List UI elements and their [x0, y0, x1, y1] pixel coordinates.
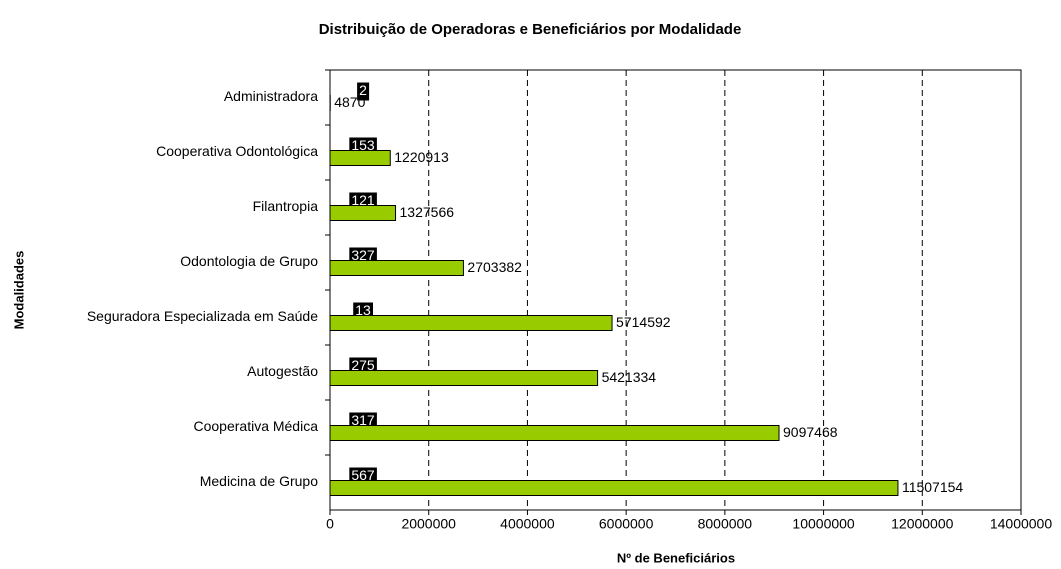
- bar: [329, 370, 599, 386]
- bar: [330, 358, 331, 373]
- y-tick-label: Cooperativa Médica: [193, 418, 318, 434]
- value-label: 567: [351, 467, 375, 483]
- bar: [329, 480, 899, 496]
- value-label: 1327566: [400, 204, 455, 220]
- bar: [330, 303, 331, 318]
- bar: [329, 425, 780, 441]
- bar: [329, 315, 613, 331]
- value-label: 317: [351, 412, 375, 428]
- value-label: 327: [351, 247, 375, 263]
- y-tick-label: Cooperativa Odontológica: [156, 143, 318, 159]
- x-tick-label: 10000000: [792, 516, 855, 532]
- value-label: 5421334: [602, 369, 657, 385]
- value-label: 121: [351, 192, 375, 208]
- bar: [330, 413, 331, 428]
- bar: [329, 260, 464, 276]
- x-tick-label: 14000000: [990, 516, 1053, 532]
- y-tick-label: Autogestão: [247, 363, 318, 379]
- bar: [330, 83, 331, 98]
- value-label: 2703382: [467, 259, 522, 275]
- y-axis-title: Modalidades: [11, 251, 26, 330]
- y-tick-label: Filantropia: [253, 198, 319, 214]
- x-tick-label: 6000000: [599, 516, 654, 532]
- value-label: 275: [351, 357, 375, 373]
- value-label: 153: [351, 137, 375, 153]
- value-label: 9097468: [783, 424, 838, 440]
- value-label: 5714592: [616, 314, 671, 330]
- value-label: 2: [359, 82, 367, 98]
- bar: [330, 468, 331, 483]
- value-label-box: [357, 82, 370, 101]
- y-tick-label: Odontologia de Grupo: [180, 253, 318, 269]
- x-tick-label: 4000000: [500, 516, 555, 532]
- x-tick-label: 0: [326, 516, 334, 532]
- value-label: 13: [355, 302, 371, 318]
- x-tick-label: 2000000: [401, 516, 456, 532]
- value-label: 4870: [334, 94, 365, 110]
- y-tick-label: Seguradora Especializada em Saúde: [87, 308, 318, 324]
- chart-title: Distribuição de Operadoras e Beneficiári…: [319, 21, 742, 38]
- x-tick-label: 8000000: [698, 516, 753, 532]
- y-tick-label: Medicina de Grupo: [200, 473, 319, 489]
- bar: [329, 150, 391, 166]
- bar: [330, 248, 331, 263]
- bar: [330, 138, 331, 153]
- bar: [330, 193, 331, 208]
- bar: [329, 205, 397, 221]
- x-axis-title: Nº de Beneficiários: [617, 550, 735, 565]
- value-label: 11507154: [902, 479, 963, 495]
- x-tick-label: 12000000: [891, 516, 954, 532]
- value-label: 1220913: [394, 149, 449, 165]
- y-tick-label: Administradora: [224, 88, 318, 104]
